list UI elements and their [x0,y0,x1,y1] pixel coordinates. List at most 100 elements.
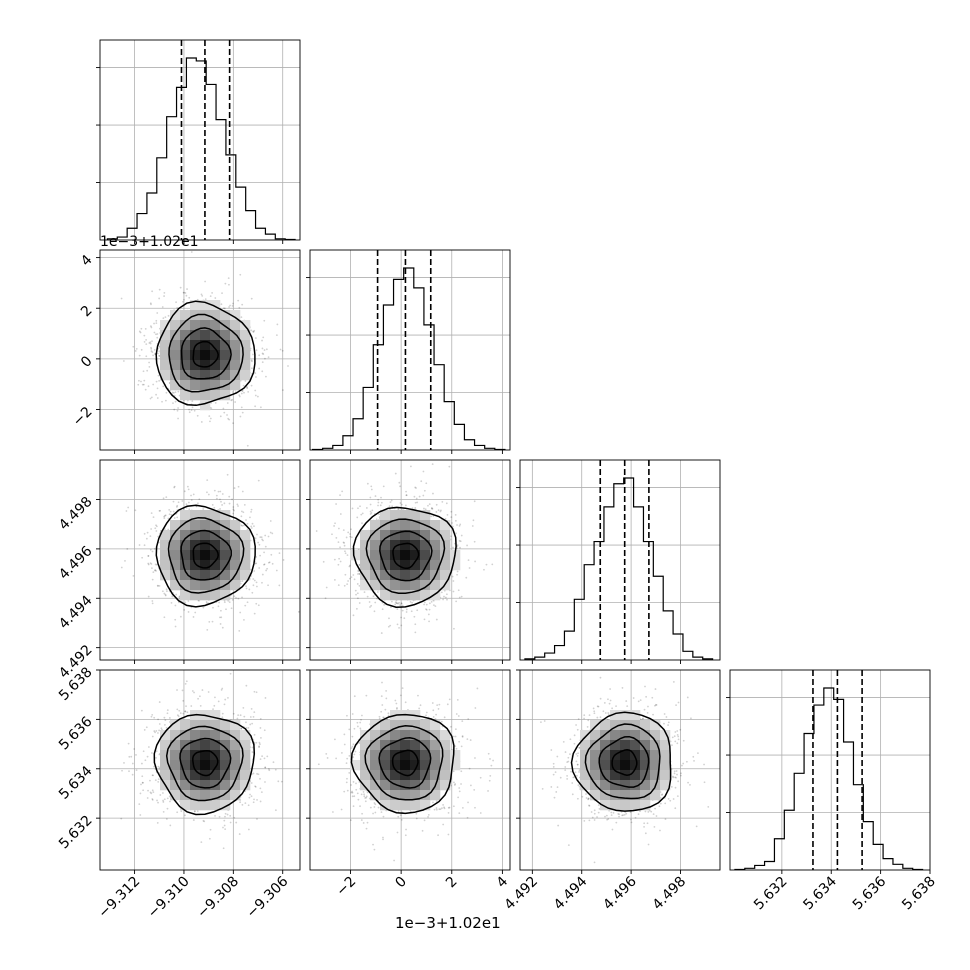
scatter-point [250,329,253,332]
scatter-point [439,510,442,513]
scatter-point [372,595,375,598]
scatter-point [405,494,408,497]
scatter-point [150,512,153,515]
scatter-point [343,542,346,544]
scatter-point [221,493,224,495]
scatter-point [148,365,151,368]
scatter-point [252,330,255,333]
scatter-point [261,370,264,373]
scatter-point [162,497,165,500]
scatter-point [152,516,155,519]
scatter-point [315,530,318,532]
scatter-point [144,328,147,330]
scatter-point [370,488,373,491]
scatter-point [337,541,340,544]
scatter-point [181,689,184,692]
scatter-point [190,409,193,412]
scatter-point [240,316,243,319]
scatter-point [420,480,423,483]
scatter-point [142,750,145,753]
scatter-point [423,507,425,510]
scatter-point [430,600,433,603]
scatter-point [275,569,278,572]
scatter-point [208,620,211,623]
scatter-point [232,422,235,425]
scatter-point [188,411,191,414]
scatter-point [235,597,237,599]
scatter-point [207,691,210,693]
scatter-point [258,543,261,546]
scatter-point [259,787,262,790]
scatter-point [374,601,377,604]
scatter-point [474,560,476,563]
scatter-point [143,334,146,337]
scatter-point [389,501,392,504]
scatter-point [265,375,267,378]
scatter-point [241,596,243,599]
scatter-point [380,501,383,504]
scatter-point [453,627,455,630]
scatter-point [143,379,146,382]
scatter-point [254,537,257,540]
scatter-point [158,297,161,300]
scatter-point [349,533,351,535]
scatter-point [163,517,166,520]
scatter-point [228,418,231,421]
scatter-point [365,507,368,509]
scatter-point [394,472,397,475]
scatter-point [227,696,229,699]
scatter-point [211,292,214,294]
scatter-point [368,601,371,603]
scatter-point [396,608,399,611]
scatter-point [218,601,220,604]
scatter-point [239,415,242,418]
scatter-point [127,506,130,509]
scatter-point [346,554,349,556]
scatter-point [233,509,235,512]
scatter-point [186,288,188,290]
scatter-point [458,524,461,527]
scatter-point [232,506,235,508]
scatter-point [219,415,222,418]
scatter-point [213,506,216,509]
scatter-point [233,595,236,598]
scatter-point [162,810,165,813]
scatter-point [224,282,227,285]
scatter-point [196,414,199,417]
scatter-point [259,800,262,803]
scatter-point [452,590,455,593]
scatter-point [444,596,447,599]
scatter-point [356,516,359,519]
scatter-point [147,789,149,792]
scatter-point [183,298,185,301]
scatter-point [226,813,229,816]
scatter-point [454,519,457,522]
scatter-point [262,539,264,542]
scatter-point [250,707,253,710]
scatter-point [145,343,148,345]
scatter-point [146,369,149,372]
hist-panel-2 [516,459,721,661]
scatter-point [322,560,325,563]
scatter-point [243,503,246,506]
scatter-point [424,508,427,511]
scatter-point [210,407,213,410]
scatter-point [250,367,253,370]
scatter-point [226,414,228,416]
scatter-point [135,347,138,350]
scatter-point [177,501,180,504]
scatter-panel-3-0 [99,669,301,871]
scatter-panel-2-1 [309,459,511,661]
scatter-point [258,354,261,357]
scatter-point [398,626,400,629]
scatter-point [347,531,350,534]
scatter-point [351,547,354,550]
scatter-point [154,527,157,530]
scatter-point [261,573,264,576]
scatter-point [267,356,270,359]
scatter-point [248,588,251,591]
scatter-point [446,513,449,516]
scatter-point [404,504,407,507]
scatter-point [260,536,263,539]
scatter-point [176,811,179,814]
